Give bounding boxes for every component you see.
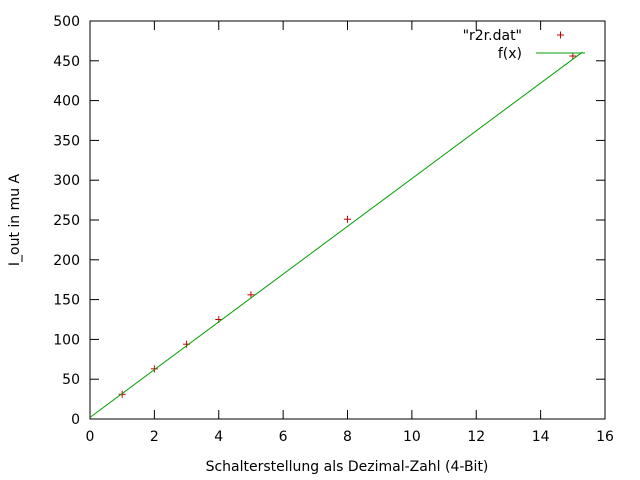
y-tick-label: 350	[53, 133, 80, 149]
y-axis-label: I_out in mu A	[7, 173, 23, 266]
y-tick-label: 100	[53, 332, 80, 348]
y-tick-label: 50	[62, 372, 80, 388]
x-tick-label: 8	[343, 429, 352, 445]
data-point	[247, 291, 255, 299]
data-point	[569, 52, 577, 60]
y-axis-ticks: 0 50 100 150 200 250 300 350 400 450 500	[53, 14, 605, 428]
x-tick-label: 4	[214, 429, 223, 445]
x-tick-label: 12	[467, 429, 485, 445]
y-tick-label: 300	[53, 173, 80, 189]
data-point	[150, 365, 158, 373]
y-tick-label: 200	[53, 253, 80, 269]
x-axis-ticks: 0 2 4 6 8 10 12 14 16	[86, 21, 614, 445]
x-axis-label: Schalterstellung als Dezimal-Zahl (4-Bit…	[206, 459, 489, 475]
fit-line-fx	[89, 51, 583, 418]
x-tick-label: 0	[86, 429, 95, 445]
x-tick-label: 10	[403, 429, 421, 445]
y-tick-label: 400	[53, 94, 80, 110]
y-tick-label: 0	[71, 412, 80, 428]
legend-label: "r2r.dat"	[463, 28, 522, 44]
y-tick-label: 450	[53, 54, 80, 70]
x-tick-label: 6	[279, 429, 288, 445]
x-tick-label: 16	[596, 429, 614, 445]
data-point	[344, 215, 351, 223]
legend-label: f(x)	[498, 46, 522, 62]
series-layer	[89, 51, 583, 418]
x-tick-label: 2	[150, 429, 159, 445]
data-point	[118, 390, 126, 398]
y-tick-label: 250	[53, 213, 80, 229]
legend-sample-marker	[557, 31, 564, 39]
y-tick-label: 150	[53, 293, 80, 309]
legend: "r2r.dat" f(x)	[463, 28, 585, 62]
y-tick-label: 500	[53, 14, 80, 30]
x-tick-label: 14	[532, 429, 550, 445]
